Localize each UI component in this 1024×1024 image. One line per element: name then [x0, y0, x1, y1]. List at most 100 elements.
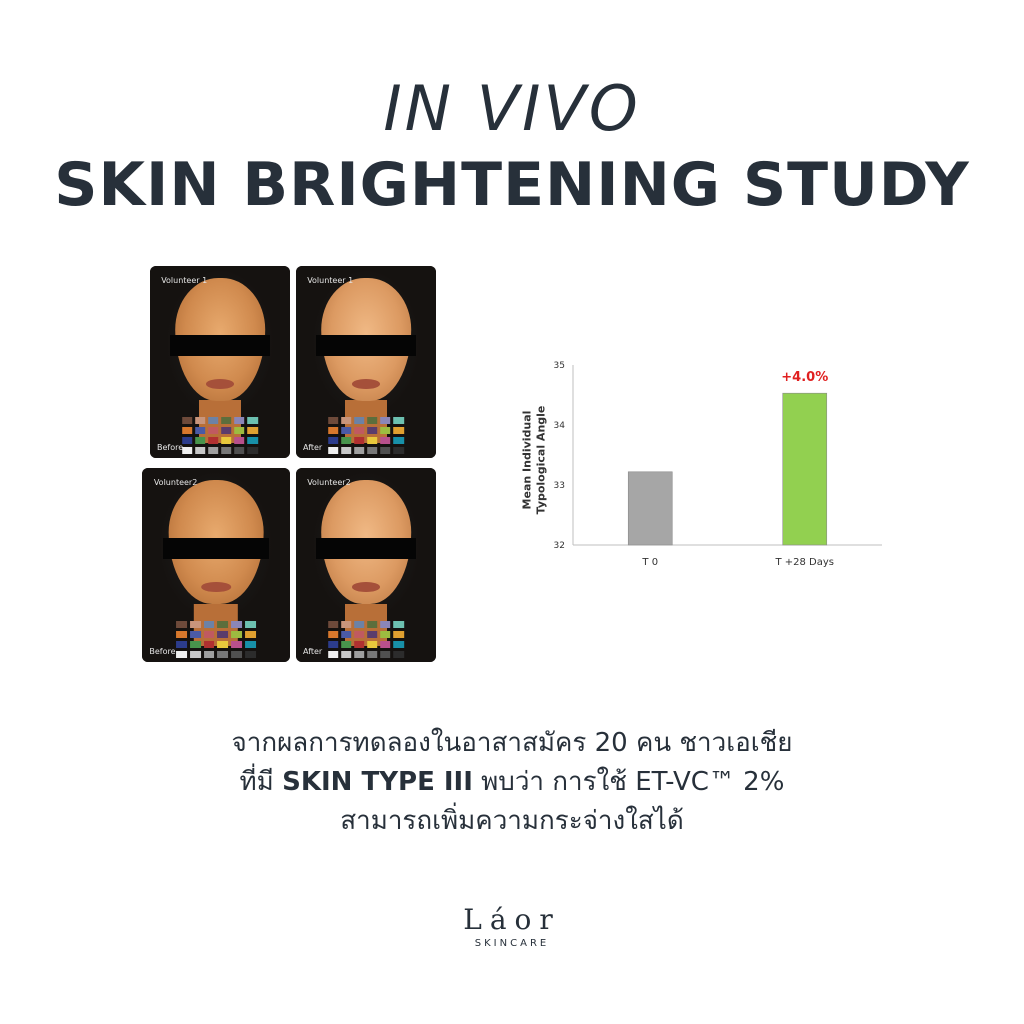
volunteer-label: Volunteer 1 [307, 276, 354, 285]
color-swatch [380, 437, 391, 444]
change-annotation: +4.0% [781, 370, 828, 385]
description-line-3: สามารถเพิ่มความกระจ่างใสได้ [340, 806, 684, 836]
color-swatch [217, 641, 229, 648]
color-swatch [217, 631, 229, 638]
color-swatch [208, 417, 219, 424]
color-swatch [247, 447, 258, 454]
color-swatch [176, 641, 187, 648]
color-swatch [245, 631, 256, 638]
color-swatch [176, 621, 187, 628]
color-swatch [328, 417, 339, 424]
color-swatch [203, 651, 215, 658]
color-swatch [203, 641, 215, 648]
stage-label: After [303, 647, 323, 656]
color-swatch [189, 651, 201, 658]
color-checker [176, 621, 256, 658]
color-swatch [247, 437, 258, 444]
color-checker [182, 417, 258, 454]
color-swatch [208, 427, 219, 434]
color-swatch [231, 621, 243, 628]
stage-label: After [303, 443, 323, 452]
color-swatch [341, 631, 352, 638]
color-swatch [245, 641, 256, 648]
y-tick-label: 34 [554, 421, 566, 431]
y-tick-label: 32 [554, 541, 565, 551]
color-swatch [367, 427, 378, 434]
color-swatch [203, 631, 215, 638]
color-swatch [189, 641, 201, 648]
color-swatch [393, 631, 404, 638]
color-swatch [354, 427, 365, 434]
color-swatch [182, 437, 193, 444]
color-swatch [328, 427, 339, 434]
color-swatch [221, 427, 232, 434]
color-swatch [341, 447, 352, 454]
color-swatch [354, 447, 365, 454]
color-swatch [393, 417, 404, 424]
color-swatch [182, 417, 193, 424]
chart-plot: 32 33 34 35 T 0 T +28 Days +4.0% [554, 361, 882, 568]
y-tick-label: 35 [554, 361, 565, 371]
color-swatch [367, 417, 378, 424]
bar-1 [782, 392, 828, 546]
y-tick-label: 33 [554, 481, 565, 491]
stage-label: Before [149, 647, 176, 656]
color-swatch [231, 651, 243, 658]
color-swatch [195, 437, 206, 444]
color-swatch [247, 417, 258, 424]
color-swatch [328, 437, 339, 444]
photo-volunteer2-before: Volunteer2 Before [142, 468, 290, 662]
color-swatch [354, 437, 365, 444]
color-swatch [367, 641, 378, 648]
x-tick-label: T 0 [641, 557, 658, 568]
color-swatch [203, 621, 215, 628]
color-swatch [341, 621, 352, 628]
color-swatch [208, 437, 219, 444]
color-swatch [380, 621, 391, 628]
logo-subtitle: SKINCARE [474, 938, 550, 949]
photo-volunteer2-after: Volunteer2 After [296, 468, 436, 662]
color-swatch [354, 621, 365, 628]
color-swatch [367, 621, 378, 628]
description-line-1: จากผลการทดลองในอาสาสมัคร 20 คน ชาวเอเชีย [231, 728, 793, 758]
color-swatch [189, 621, 201, 628]
volunteer-label: Volunteer2 [153, 478, 198, 487]
color-swatch [393, 437, 404, 444]
color-swatch [393, 641, 404, 648]
color-swatch [234, 437, 245, 444]
color-swatch [245, 651, 256, 658]
logo-wordmark: Láor [463, 903, 561, 936]
color-swatch [354, 651, 365, 658]
color-swatch [328, 651, 339, 658]
color-swatch [341, 641, 352, 648]
photo-volunteer1-before: Volunteer 1 Before [150, 266, 290, 458]
color-swatch [234, 417, 245, 424]
color-swatch [354, 641, 365, 648]
photo-grid: Volunteer 1 Before Volunteer 1 After Vol… [136, 262, 441, 662]
color-swatch [380, 447, 391, 454]
color-checker [328, 417, 404, 454]
color-swatch [354, 631, 365, 638]
color-swatch [380, 427, 391, 434]
censor-bar [315, 335, 417, 357]
color-swatch [393, 621, 404, 628]
color-swatch [182, 427, 193, 434]
color-swatch [182, 447, 193, 454]
stage-label: Before [157, 443, 184, 452]
description-line-2: ที่มี SKIN TYPE III พบว่า การใช้ ET-VC™ … [239, 767, 785, 797]
color-swatch [367, 651, 378, 658]
censor-bar [315, 537, 417, 560]
color-swatch [341, 651, 352, 658]
volunteer-label: Volunteer 1 [161, 276, 208, 285]
color-swatch [221, 417, 232, 424]
color-swatch [380, 651, 391, 658]
color-swatch [234, 447, 245, 454]
color-swatch [217, 621, 229, 628]
color-swatch [380, 641, 391, 648]
brand-logo: Láor SKINCARE [0, 903, 1024, 950]
color-swatch [367, 447, 378, 454]
color-swatch [328, 621, 339, 628]
censor-bar [162, 537, 270, 560]
brightening-bar-chart: Mean Individual Typological Angle 32 33 34… [505, 355, 900, 580]
color-swatch [380, 417, 391, 424]
